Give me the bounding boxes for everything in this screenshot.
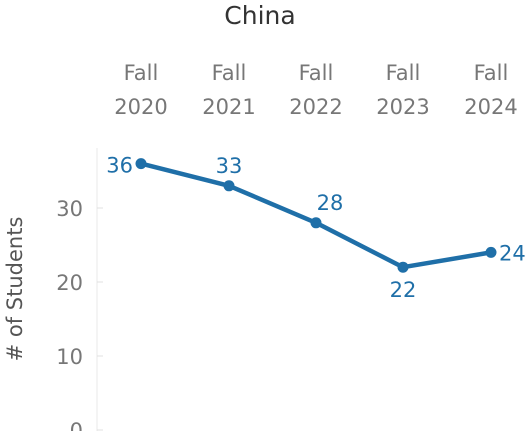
- data-point: [223, 180, 235, 192]
- y-tick-label: 30: [56, 197, 83, 221]
- column-header-line1: Fall: [386, 61, 421, 85]
- column-headers: Fall 2020 Fall 2021 Fall 2022 Fall 2023 Fall 2024: [114, 61, 517, 119]
- data-point: [135, 158, 147, 170]
- column-header-year: 2020: [114, 95, 167, 119]
- data-point: [397, 261, 409, 273]
- data-labels: 36 33 28 22 24: [106, 154, 525, 303]
- data-label: 22: [390, 278, 417, 302]
- y-tick-label: 0: [70, 419, 83, 431]
- column-header-line1: Fall: [212, 61, 247, 85]
- column-header-line1: Fall: [299, 61, 334, 85]
- column-header-year: 2024: [464, 95, 517, 119]
- column-header-year: 2023: [376, 95, 429, 119]
- column-header-line1: Fall: [474, 61, 509, 85]
- y-tick-label: 10: [56, 345, 83, 369]
- data-point: [310, 217, 322, 229]
- data-label: 24: [499, 241, 526, 265]
- data-points: [135, 158, 497, 273]
- data-point: [485, 246, 497, 258]
- data-label: 33: [216, 154, 243, 178]
- y-axis-ticks: 0 10 20 30: [56, 197, 103, 431]
- column-header-year: 2021: [202, 95, 255, 119]
- y-tick-label: 20: [56, 271, 83, 295]
- column-header-year: 2022: [289, 95, 342, 119]
- series-line: [138, 161, 494, 270]
- series-line-path: [138, 161, 494, 270]
- y-axis-label: # of Students: [3, 217, 27, 362]
- chart-title: China: [224, 1, 295, 30]
- data-label: 28: [317, 191, 344, 215]
- column-header-line1: Fall: [124, 61, 159, 85]
- data-label: 36: [106, 154, 133, 178]
